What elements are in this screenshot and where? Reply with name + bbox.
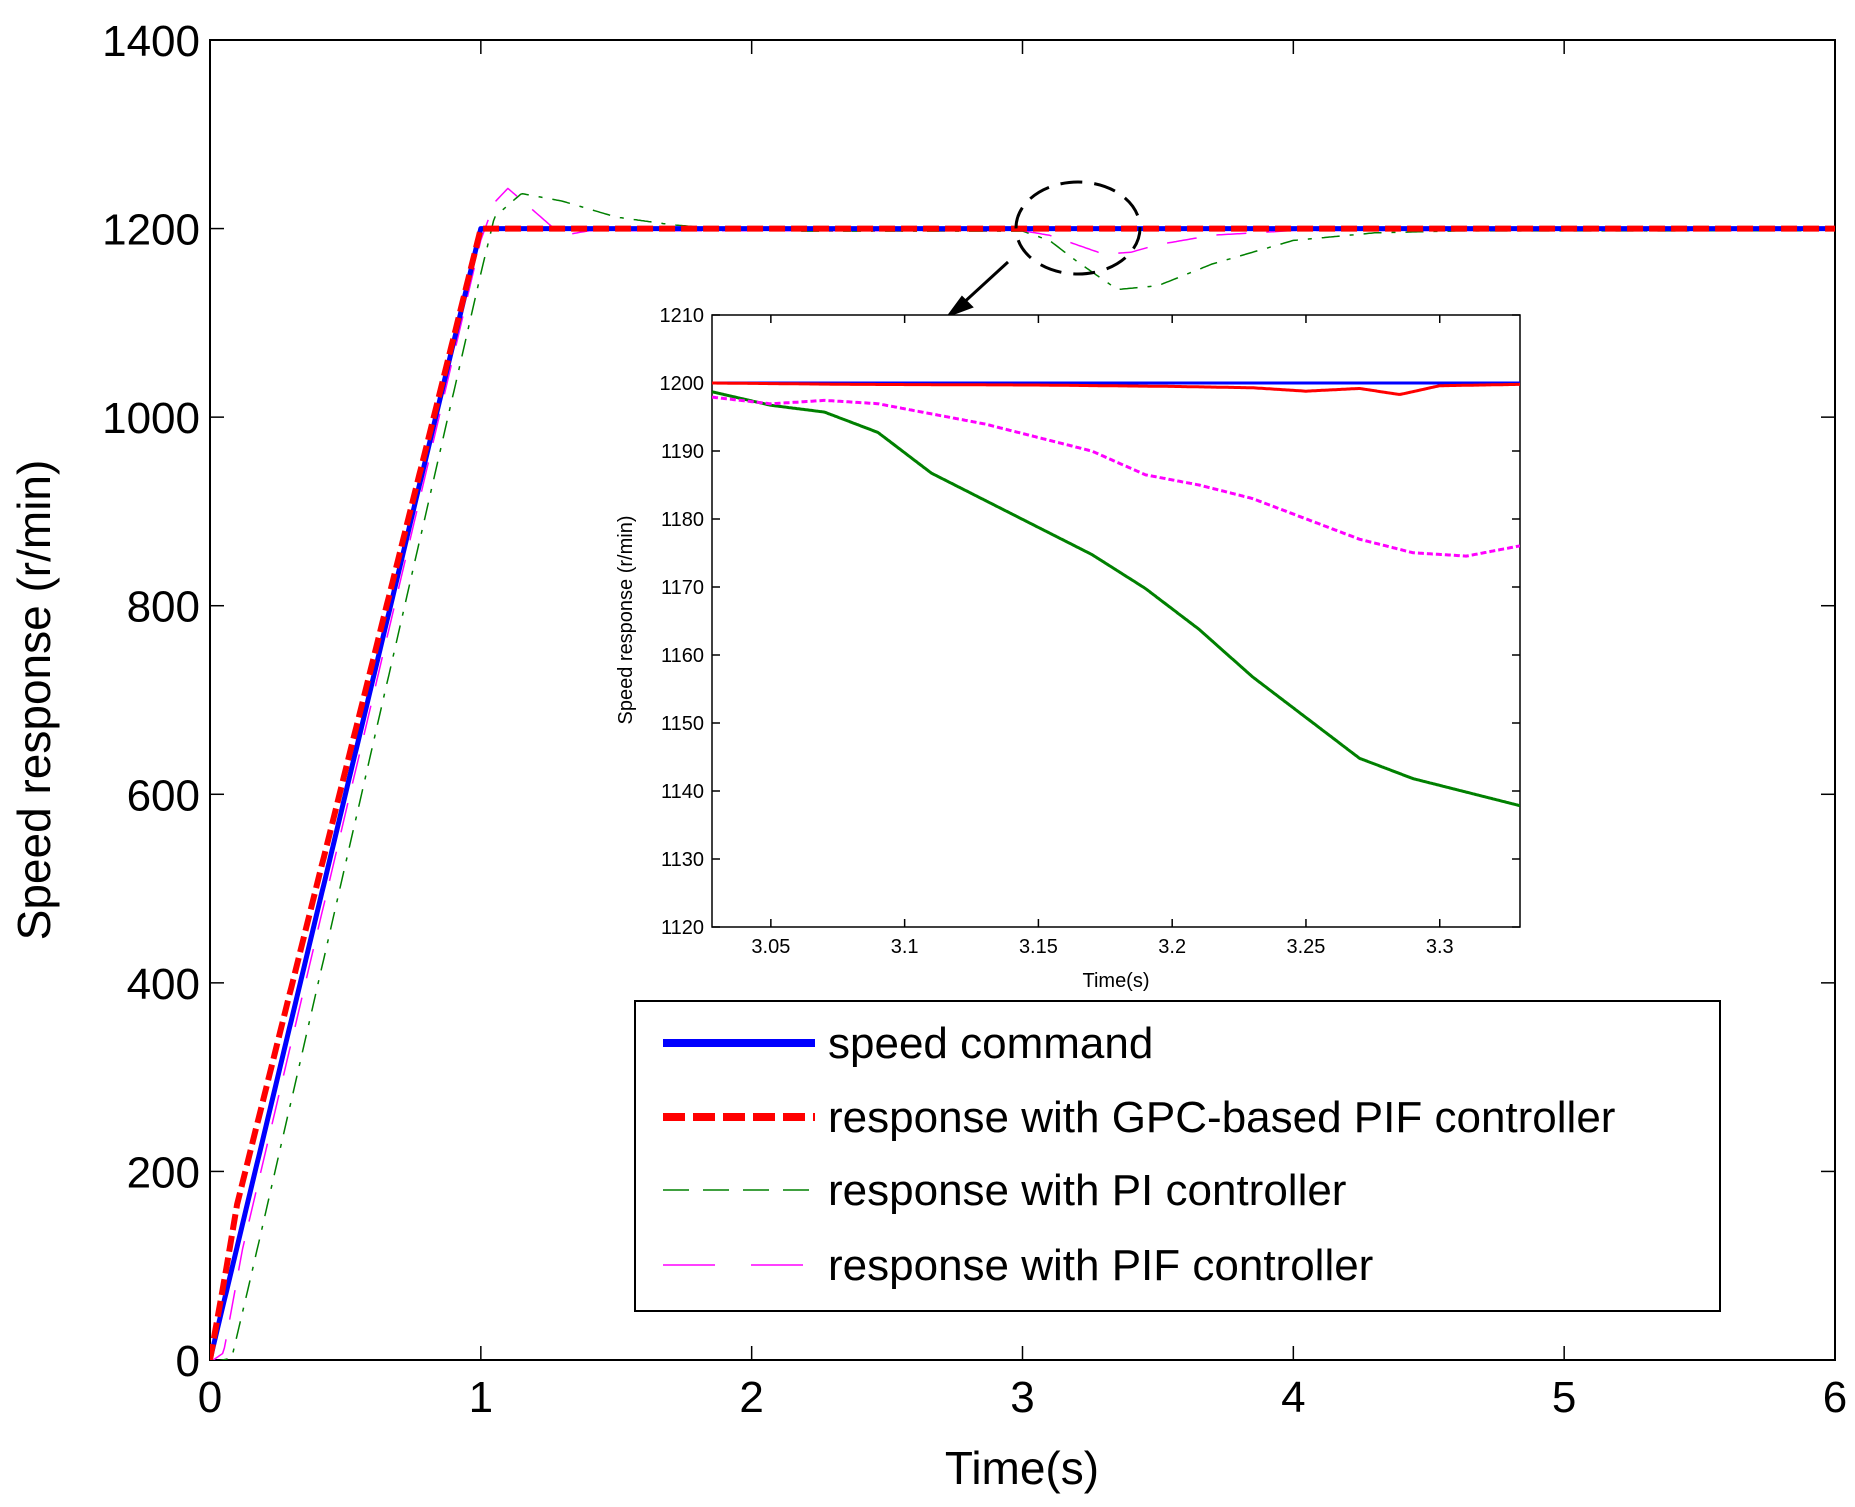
main-series-response-with-gpc-based-pif-controller <box>210 225 1835 1360</box>
inset-series <box>712 381 1520 808</box>
inset-x-tick-label: 3.15 <box>1019 936 1058 958</box>
inset-x-axis-label: Time(s) <box>1082 970 1149 992</box>
main-x-tick-label: 3 <box>1010 1373 1034 1422</box>
main-series <box>210 187 1835 1360</box>
inset-y-tick-label: 1180 <box>661 509 704 531</box>
inset-x-tick-label: 3.2 <box>1158 936 1186 958</box>
main-y-tick-label: 400 <box>127 960 200 1009</box>
inset-x-tick-label: 3.05 <box>751 936 790 958</box>
main-x-tick-label: 5 <box>1552 1373 1576 1422</box>
main-x-tick-label: 0 <box>198 1373 222 1422</box>
legend-label-gpc-pif: response with GPC-based PIF controller <box>828 1093 1615 1142</box>
inset-y-tick-label: 1120 <box>661 917 704 939</box>
inset-y-tick-label: 1150 <box>661 713 704 735</box>
zoom-ellipse <box>1014 180 1142 276</box>
zoom-arrow-line <box>958 260 1010 308</box>
legend: speed command response with GPC-based PI… <box>634 1000 1721 1312</box>
inset-plot-area <box>711 314 1521 928</box>
main-x-tick-label: 6 <box>1823 1373 1847 1422</box>
inset-y-tick-label: 1210 <box>660 305 705 327</box>
inset-ticks: 3.05 3.1 3.15 3.2 3.25 3.3 1120 1130 1140 1150 116… <box>660 305 1520 958</box>
inset-y-tick-label: 1130 <box>661 849 704 871</box>
legend-box <box>634 1000 1721 1312</box>
inset-series-response-with-pi-controller <box>712 390 1520 808</box>
main-y-tick-label: 1400 <box>102 17 200 66</box>
inset-y-tick-label: 1140 <box>661 781 704 803</box>
main-y-axis-label: Speed response (r/min) <box>8 460 60 941</box>
zoom-arrow-head <box>945 295 974 319</box>
main-y-tick-label: 800 <box>127 583 200 632</box>
inset-series-response-with-pif-controller <box>712 395 1520 558</box>
legend-label-speed-command: speed command <box>828 1019 1153 1068</box>
inset-y-tick-label: 1170 <box>661 577 704 599</box>
inset-x-tick-label: 3.1 <box>891 936 919 958</box>
inset-series-response-with-gpc-based-pif-controller <box>712 381 1520 396</box>
legend-label-pif: response with PIF controller <box>828 1241 1373 1290</box>
main-y-tick-label: 1000 <box>102 394 200 443</box>
main-x-tick-label: 4 <box>1281 1373 1305 1422</box>
inset-chart: 3.05 3.1 3.15 3.2 3.25 3.3 1120 1130 1140 1150 116… <box>615 305 1521 992</box>
inset-y-tick-label: 1190 <box>661 441 704 463</box>
main-x-tick-label: 1 <box>469 1373 493 1422</box>
inset-x-tick-label: 3.3 <box>1426 936 1454 958</box>
main-y-tick-label: 600 <box>127 771 200 820</box>
inset-y-tick-label: 1200 <box>660 373 705 395</box>
main-ticks: 0 1 2 3 4 5 6 0 200 400 600 800 1000 1200 1400 <box>102 17 1847 1422</box>
main-x-axis-label: Time(s) <box>945 1442 1099 1494</box>
inset-y-axis-label: Speed response (r/min) <box>615 516 637 725</box>
main-y-tick-label: 0 <box>176 1337 200 1386</box>
main-x-tick-label: 2 <box>739 1373 763 1422</box>
main-y-tick-label: 1200 <box>102 206 200 255</box>
legend-label-pi: response with PI controller <box>828 1166 1346 1215</box>
inset-y-tick-label: 1160 <box>661 645 704 667</box>
main-y-tick-label: 200 <box>127 1148 200 1197</box>
inset-x-tick-label: 3.25 <box>1286 936 1325 958</box>
zoom-annotation <box>945 180 1142 319</box>
